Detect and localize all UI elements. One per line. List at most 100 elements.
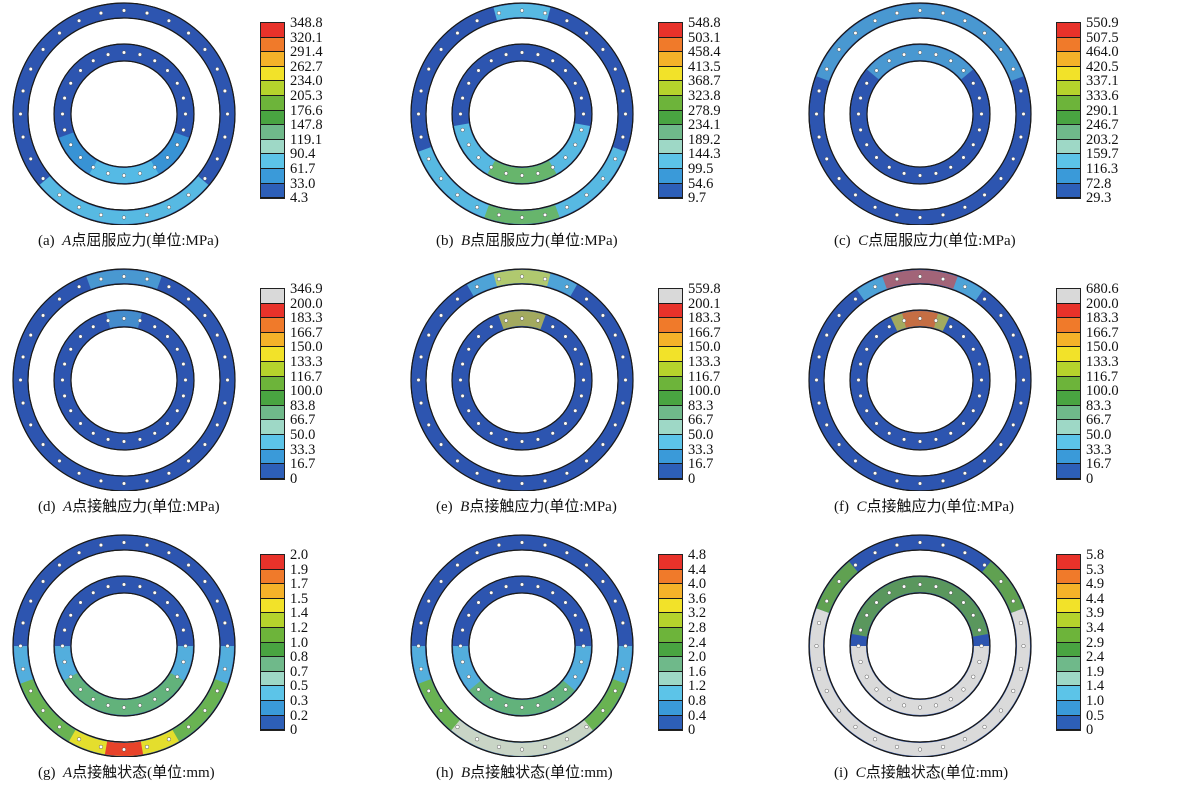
inner-ring-contour	[454, 123, 590, 183]
legend-swatch	[659, 420, 682, 435]
contour-plot-i	[808, 534, 1032, 757]
inner-bolt-hole	[948, 324, 953, 329]
inner-bolt-hole	[535, 437, 540, 442]
legend-swatch	[1057, 96, 1080, 111]
inner-bolt-hole	[977, 362, 982, 367]
outer-bolt-hole	[837, 313, 842, 318]
ring-outline	[451, 309, 593, 451]
legend-swatch	[659, 183, 682, 199]
ring-outline	[27, 17, 221, 211]
inner-bolt-hole	[977, 393, 982, 398]
inner-bolt-hole	[573, 613, 578, 618]
inner-bolt-hole	[68, 142, 73, 147]
panel-c: 550.9 507.5 464.0 420.5 337.1 333.6 290.1 246.7…	[796, 0, 1194, 266]
legend-label: 29.3	[1086, 190, 1112, 207]
legend-label: 176.6	[290, 102, 323, 119]
inner-bolt-hole	[933, 584, 938, 589]
ring-outline	[12, 2, 236, 225]
outer-bolt-hole	[202, 176, 207, 181]
inner-bolt-hole	[504, 584, 509, 589]
legend-label: 0	[1086, 470, 1094, 487]
outer-bolt-hole	[145, 478, 150, 483]
inner-bolt-hole	[476, 687, 481, 692]
inner-bolt-hole	[68, 81, 73, 86]
ring-outline	[808, 268, 1032, 491]
inner-bolt-hole	[519, 50, 524, 55]
legend-swatch	[659, 584, 682, 599]
inner-bolt-hole	[581, 643, 586, 648]
inner-bolt-hole	[550, 431, 555, 436]
inner-ring-contour	[867, 44, 973, 80]
outer-ring	[808, 268, 1032, 491]
outer-bolt-hole	[814, 643, 819, 648]
inner-bolt-hole	[62, 393, 67, 398]
inner-bolt-hole	[152, 431, 157, 436]
legend-swatch	[1057, 405, 1080, 421]
legend-swatch	[659, 671, 682, 687]
inner-bolt-hole	[106, 584, 111, 589]
legend-swatch	[1057, 318, 1080, 333]
panel-h: 4.8 4.4 4.0 3.6 3.2 2.8 2.4 2.0 1.6 1.2 0.8 0.4 0 (h)…	[398, 532, 796, 798]
inner-bolt-hole	[181, 393, 186, 398]
legend-swatch	[659, 598, 682, 614]
inner-bolt-hole	[519, 316, 524, 321]
inner-ring-contour	[89, 160, 159, 183]
legend-swatch	[261, 362, 284, 377]
outer-bolt-hole	[817, 620, 822, 625]
panel-caption-f: (f) C点接触应力(单位:MPa)	[796, 495, 1194, 516]
outer-bolt-hole	[543, 478, 548, 483]
outer-bolt-hole	[98, 277, 103, 282]
legend-label: 189.2	[688, 131, 721, 148]
legend-swatch	[1057, 435, 1080, 450]
inner-bolt-hole	[476, 421, 481, 426]
outer-bolt-hole	[419, 88, 424, 93]
ring-outline	[866, 592, 974, 700]
legend-label: 464.0	[1086, 44, 1119, 61]
outer-bolt-hole	[439, 313, 444, 318]
contour-plot-a	[12, 2, 236, 225]
inner-bolt-hole	[550, 58, 555, 63]
inner-bolt-hole	[476, 155, 481, 160]
inner-bolt-hole	[165, 421, 170, 426]
outer-bolt-hole	[439, 176, 444, 181]
legend-label: 200.0	[1086, 295, 1119, 312]
outer-bolt-hole	[455, 31, 460, 36]
outer-bolt-hole	[1011, 688, 1016, 693]
legend-label: 458.4	[688, 44, 721, 61]
ring-outline	[468, 592, 576, 700]
inner-bolt-hole	[563, 600, 568, 605]
outer-bolt-hole	[824, 156, 829, 161]
legend-label: 166.7	[290, 324, 323, 341]
ring-outline	[849, 43, 991, 185]
inner-bolt-hole	[858, 127, 863, 132]
legend-swatch	[261, 686, 284, 701]
outer-bolt-hole	[962, 550, 967, 555]
legend-label: 16.7	[688, 456, 714, 473]
ring-outline	[53, 309, 195, 451]
inner-bolt-hole	[62, 628, 67, 633]
inner-ring-contour	[487, 160, 557, 183]
outer-bolt-hole	[941, 11, 946, 16]
legend-swatch	[261, 555, 284, 570]
ring-outline	[410, 534, 634, 757]
ring-outline	[70, 60, 178, 168]
outer-bolt-hole	[202, 47, 207, 52]
legend-colorbar	[260, 554, 285, 732]
legend-swatch	[1057, 686, 1080, 701]
outer-bolt-hole	[77, 284, 82, 289]
inner-bolt-hole	[504, 318, 509, 323]
inner-bolt-hole	[175, 613, 180, 618]
legend-swatch	[659, 701, 682, 716]
inner-bolt-hole	[563, 68, 568, 73]
inner-bolt-hole	[874, 687, 879, 692]
legend-swatch	[659, 376, 682, 392]
legend-swatch	[659, 613, 682, 628]
inner-bolt-hole	[152, 58, 157, 63]
legend-swatch	[261, 715, 284, 731]
inner-bolt-hole	[874, 68, 879, 73]
ring-outline	[849, 575, 991, 717]
inner-bolt-hole	[579, 96, 584, 101]
outer-ring-contour	[816, 561, 858, 613]
ring-outline	[468, 60, 576, 168]
outer-bolt-hole	[166, 737, 171, 742]
